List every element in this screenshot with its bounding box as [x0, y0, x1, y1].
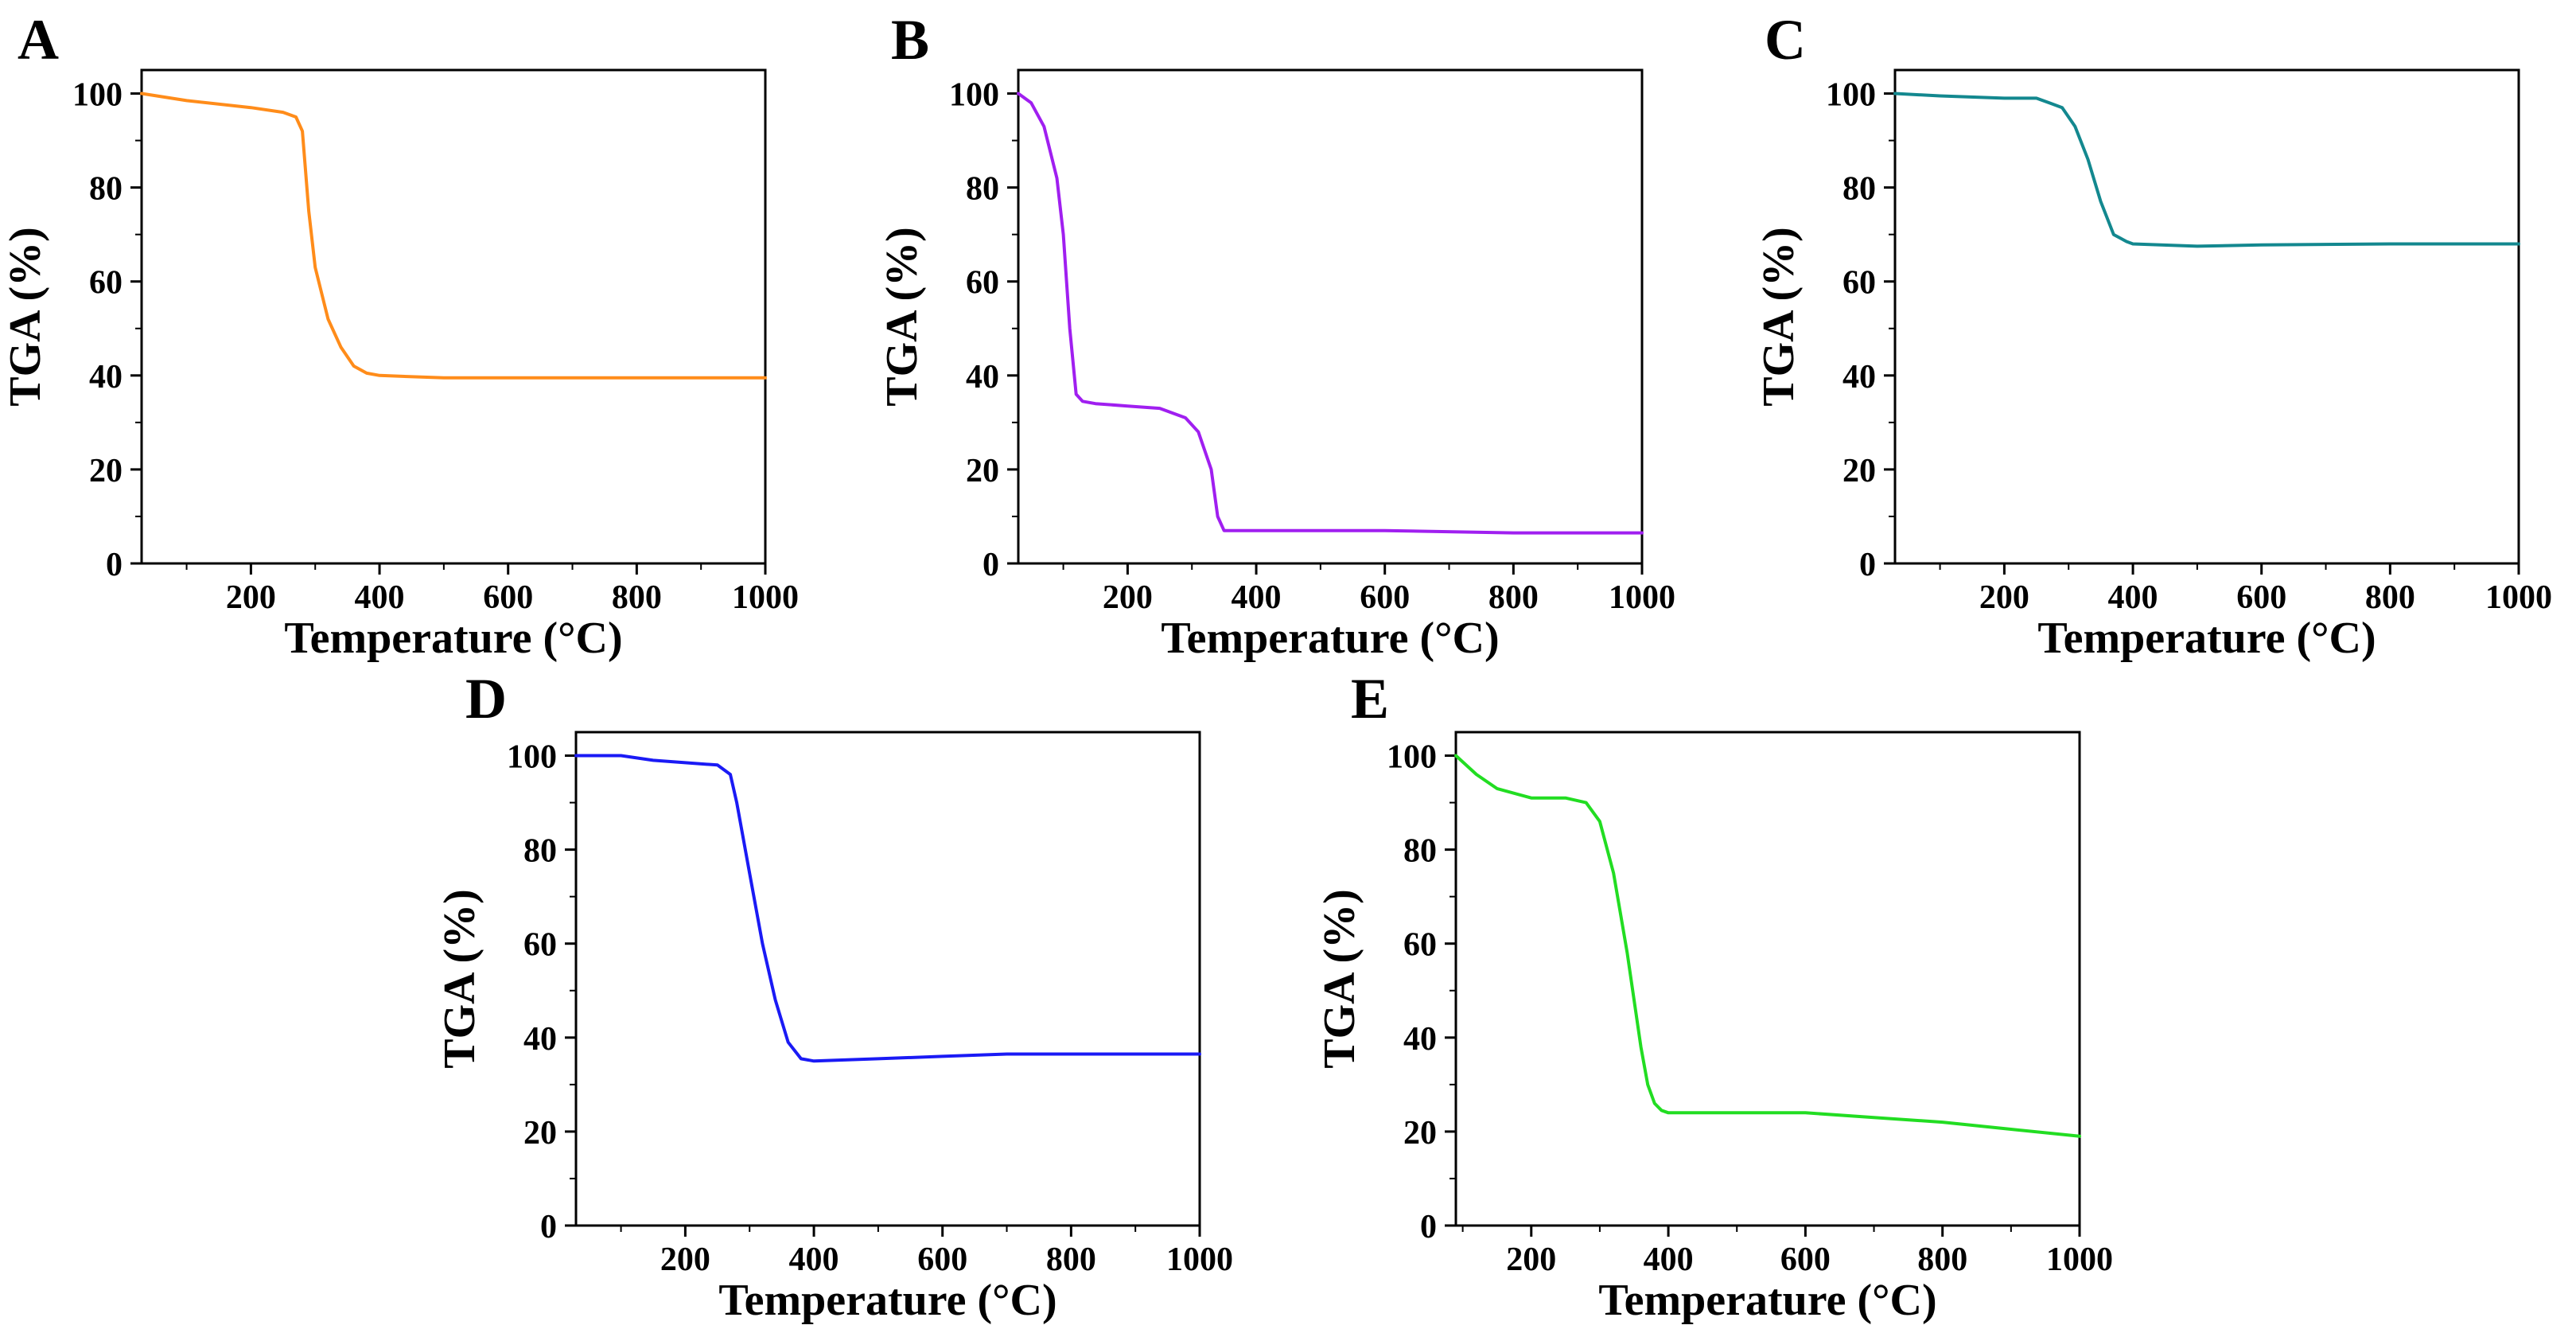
x-tick-label: 400: [1644, 1241, 1694, 1278]
plot-frame: [140, 68, 767, 565]
y-axis-title: TGA (%): [1315, 889, 1364, 1069]
x-axis-title: Temperature (°C): [1598, 1276, 1936, 1325]
x-tick-label: 200: [226, 579, 276, 616]
x-tick-label: 400: [355, 579, 405, 616]
x-tick-label: 800: [612, 579, 662, 616]
y-tick-label: 20: [89, 453, 123, 489]
x-tick-label: 400: [789, 1241, 839, 1278]
tga-curve-A: [140, 92, 767, 380]
x-tick-label: 1000: [1166, 1241, 1233, 1278]
y-tick-label: 40: [966, 359, 999, 396]
chart-panel-E: E 200 400 600 800 1000 0 20 40 60 80 100 Temperature…: [1315, 667, 2113, 1325]
plot-frame: [1017, 68, 1644, 565]
x-tick-label: 600: [1780, 1241, 1831, 1278]
x-axis-title: Temperature (°C): [2037, 614, 2376, 663]
tga-curve-C: [1893, 92, 2520, 248]
y-tick-label: 100: [1826, 77, 1876, 114]
panel-letter: D: [465, 667, 507, 731]
y-tick-label: 0: [106, 547, 123, 583]
y-tick-label: 80: [523, 833, 557, 870]
y-tick-label: 80: [1403, 833, 1437, 870]
y-axis-title: TGA (%): [877, 227, 927, 407]
x-tick-label: 600: [2236, 579, 2286, 616]
y-tick-label: 0: [1420, 1209, 1437, 1245]
y-tick-label: 60: [966, 265, 999, 302]
x-tick-label: 400: [1232, 579, 1282, 616]
y-tick-label: 0: [540, 1209, 557, 1245]
tga-curve-D: [574, 754, 1201, 1063]
y-tick-label: 100: [507, 739, 557, 776]
x-tick-label: 600: [483, 579, 533, 616]
y-tick-label: 40: [89, 359, 123, 396]
x-tick-label: 200: [1979, 579, 2029, 616]
panel-letter: C: [1765, 8, 1806, 72]
x-tick-label: 800: [1046, 1241, 1096, 1278]
y-tick-label: 60: [1843, 265, 1876, 302]
plot-frame: [1893, 68, 2520, 565]
panel-letter: A: [18, 8, 59, 72]
x-tick-label: 600: [1360, 579, 1410, 616]
plot-frame: [574, 731, 1201, 1227]
y-tick-label: 80: [89, 171, 123, 208]
chart-panel-A: A 200 400 600 800 1000 0 20 40 60 80 100 Temperature…: [1, 8, 799, 663]
x-tick-label: 1000: [1609, 579, 1675, 616]
y-tick-label: 20: [1403, 1115, 1437, 1152]
y-tick-label: 100: [72, 77, 123, 114]
plot-frame: [1454, 731, 2081, 1227]
y-tick-label: 60: [523, 927, 557, 964]
x-axis-title: Temperature (°C): [1161, 614, 1499, 663]
panel-letter: E: [1351, 667, 1389, 731]
y-axis-title: TGA (%): [1754, 227, 1804, 407]
y-tick-label: 40: [1843, 359, 1876, 396]
y-tick-label: 20: [966, 453, 999, 489]
x-tick-label: 1000: [732, 579, 799, 616]
y-tick-label: 60: [89, 265, 123, 302]
x-axis-title: Temperature (°C): [718, 1276, 1056, 1325]
y-tick-label: 0: [983, 547, 999, 583]
tga-curve-E: [1454, 754, 2081, 1138]
y-tick-label: 100: [1387, 739, 1437, 776]
chart-panel-C: C 200 400 600 800 1000 0 20 40 60 80 100 Temperature…: [1754, 8, 2552, 663]
y-tick-label: 20: [523, 1115, 557, 1152]
x-tick-label: 400: [2108, 579, 2158, 616]
x-tick-label: 200: [1103, 579, 1153, 616]
x-tick-label: 1000: [2046, 1241, 2113, 1278]
y-tick-label: 40: [523, 1021, 557, 1058]
x-tick-label: 800: [1917, 1241, 1967, 1278]
x-tick-label: 1000: [2485, 579, 2552, 616]
panel-letter: B: [891, 8, 929, 72]
chart-panel-D: D 200 400 600 800 1000 0 20 40 60 80 100 Temperature…: [435, 667, 1233, 1325]
y-axis-title: TGA (%): [1, 227, 50, 407]
y-tick-label: 80: [1843, 171, 1876, 208]
chart-panel-B: B 200 400 600 800 1000 0 20 40 60 80 100 Temperature…: [877, 8, 1675, 663]
x-axis-title: Temperature (°C): [284, 614, 622, 663]
y-axis-title: TGA (%): [435, 889, 484, 1069]
x-tick-label: 800: [2365, 579, 2415, 616]
y-tick-label: 40: [1403, 1021, 1437, 1058]
x-tick-label: 600: [917, 1241, 967, 1278]
y-tick-label: 80: [966, 171, 999, 208]
y-tick-label: 100: [949, 77, 999, 114]
x-tick-label: 200: [1506, 1241, 1556, 1278]
x-tick-label: 200: [660, 1241, 710, 1278]
y-tick-label: 20: [1843, 453, 1876, 489]
y-tick-label: 60: [1403, 927, 1437, 964]
y-tick-label: 0: [1859, 547, 1876, 583]
tga-curve-B: [1017, 92, 1644, 535]
x-tick-label: 800: [1488, 579, 1539, 616]
